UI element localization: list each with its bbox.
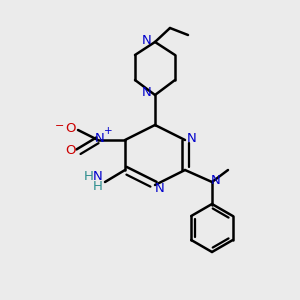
Text: −: − bbox=[55, 121, 65, 131]
Text: O: O bbox=[65, 145, 75, 158]
Text: N: N bbox=[211, 173, 221, 187]
Text: N: N bbox=[187, 131, 197, 145]
Text: H: H bbox=[84, 169, 94, 182]
Text: N: N bbox=[142, 34, 152, 46]
Text: O: O bbox=[65, 122, 75, 136]
Text: N: N bbox=[95, 133, 105, 146]
Text: N: N bbox=[155, 182, 165, 194]
Text: +: + bbox=[104, 126, 112, 136]
Text: N: N bbox=[142, 86, 152, 100]
Text: H: H bbox=[93, 181, 103, 194]
Text: N: N bbox=[93, 169, 103, 182]
